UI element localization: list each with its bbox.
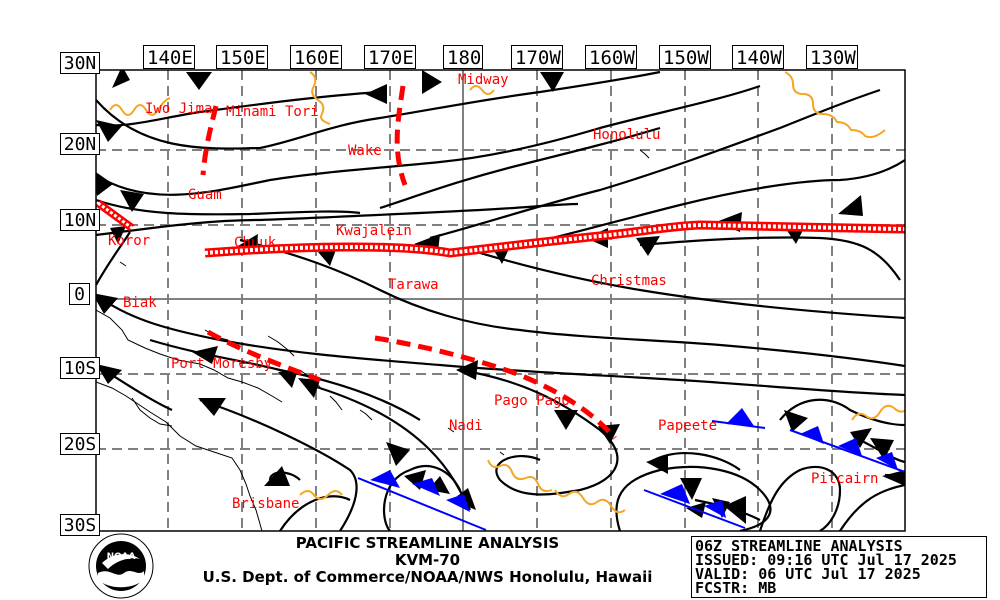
coastlines xyxy=(96,149,650,531)
flow-arrowheads xyxy=(96,70,905,524)
place-chuuk: Chuuk xyxy=(234,235,277,251)
place-honolulu: Honolulu xyxy=(593,127,661,143)
station-id: KVM-70 xyxy=(394,551,461,569)
agency-line: U.S. Dept. of Commerce/NOAA/NWS Honolulu… xyxy=(202,568,653,586)
lat-label-10n: 10N xyxy=(60,209,100,231)
shear-lines xyxy=(357,408,905,531)
place-minami-tori: Minami Tori xyxy=(226,104,319,120)
lon-label-150w: 150W xyxy=(659,45,711,69)
lon-label-150e: 150E xyxy=(216,45,268,69)
place-papeete: Papeete xyxy=(658,418,718,434)
map-background xyxy=(96,70,905,531)
lon-label-140w: 140W xyxy=(732,45,784,69)
analysis-info-box: 06Z STREAMLINE ANALYSIS ISSUED: 09:16 UT… xyxy=(691,536,987,598)
map-frame xyxy=(95,69,906,532)
place-midway: Midway xyxy=(458,72,509,88)
forecaster: FCSTR: MB xyxy=(695,579,777,597)
place-pitcairn: Pitcairn xyxy=(811,471,879,487)
place-kwajalein: Kwajalein xyxy=(336,223,412,239)
place-pago-pago: Pago Pago xyxy=(494,393,570,409)
lon-label-130w: 130W xyxy=(806,45,858,69)
issued-time: ISSUED: 09:16 UTC Jul 17 2025 xyxy=(695,551,957,569)
place-tarawa: Tarawa xyxy=(388,277,439,293)
noaa-logo: NOAA xyxy=(88,533,154,599)
chart-title: PACIFIC STREAMLINE ANALYSIS xyxy=(295,534,560,552)
lat-label-equator: 0 xyxy=(69,283,90,305)
grid-lines xyxy=(96,70,905,531)
noaa-logo-text: NOAA xyxy=(107,552,136,562)
trough-lines xyxy=(200,85,617,440)
lat-label-20s: 20S xyxy=(60,433,100,455)
title-block: PACIFIC STREAMLINE ANALYSIS KVM-70 U.S. … xyxy=(175,535,680,586)
place-wake: Wake xyxy=(348,143,382,159)
lon-label-160w: 160W xyxy=(585,45,637,69)
analysis-label: 06Z STREAMLINE ANALYSIS xyxy=(695,537,903,555)
itcz-band xyxy=(96,199,905,258)
lat-label-30s: 30S xyxy=(60,514,100,536)
grid-main-lines xyxy=(96,70,905,531)
lon-label-170w: 170W xyxy=(511,45,563,69)
place-nadi: Nadi xyxy=(449,418,483,434)
place-iwo-jima: Iwo Jima xyxy=(145,101,213,117)
lon-label-140e: 140E xyxy=(143,45,195,69)
ridge-lines xyxy=(109,71,905,514)
lat-label-30n: 30N xyxy=(60,52,100,74)
place-port-moresby: Port Moresby xyxy=(171,356,273,372)
place-koror: Koror xyxy=(108,233,151,249)
lat-label-10s: 10S xyxy=(60,357,100,379)
streamlines xyxy=(96,70,905,531)
place-christmas: Christmas xyxy=(591,273,667,289)
lon-label-160e: 160E xyxy=(290,45,342,69)
lon-label-180: 180 xyxy=(443,45,483,69)
lon-label-170e: 170E xyxy=(364,45,416,69)
valid-time: VALID: 06 UTC Jul 17 2025 xyxy=(695,565,921,583)
lat-label-20n: 20N xyxy=(60,133,100,155)
place-biak: Biak xyxy=(123,295,157,311)
place-brisbane: Brisbane xyxy=(232,496,300,512)
place-guam: Guam xyxy=(188,187,222,203)
